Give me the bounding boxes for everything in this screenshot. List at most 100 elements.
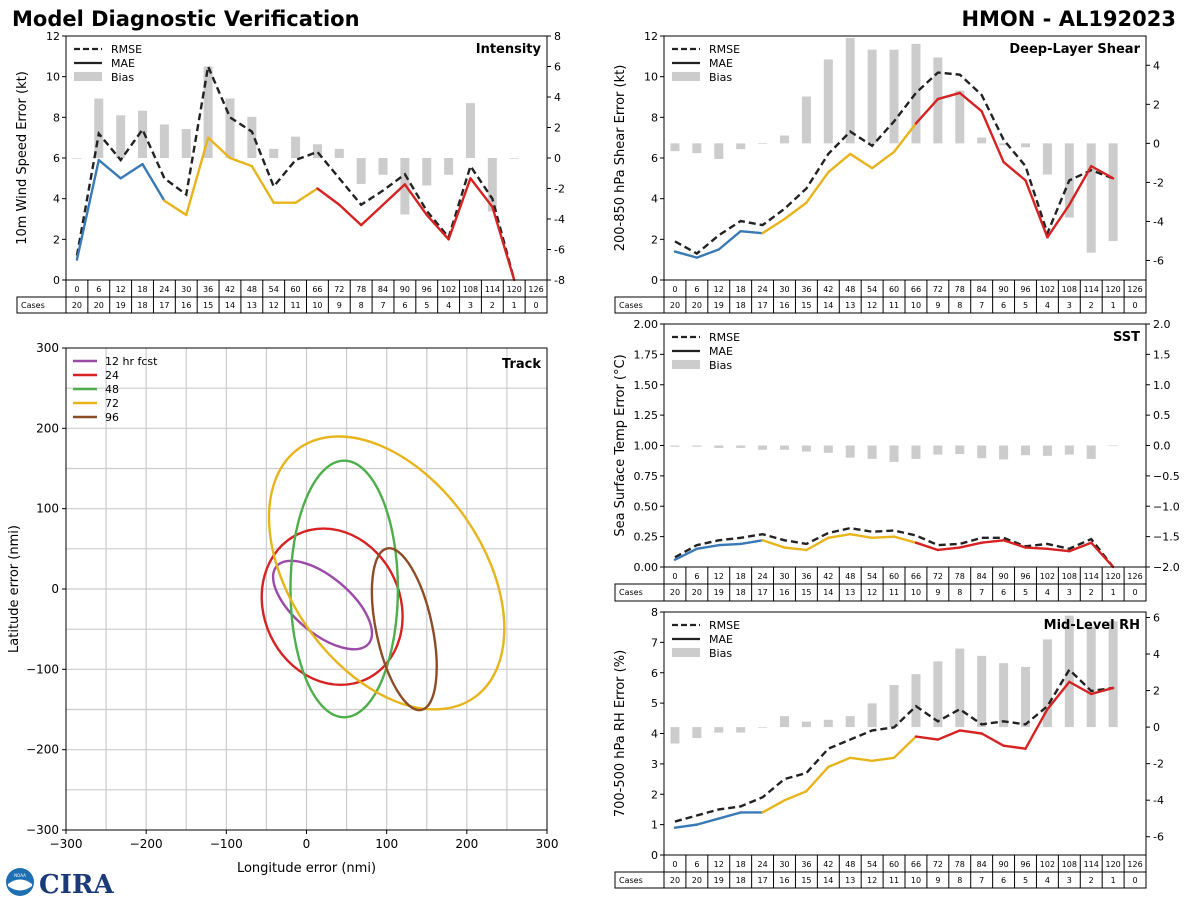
mae-segment (783, 201, 808, 221)
y-tick-label: 3 (651, 758, 658, 771)
bias-bar (1086, 626, 1096, 728)
cira-logo: CIRA (39, 870, 114, 898)
bias-bar (181, 129, 191, 158)
mae-segment (316, 187, 341, 206)
bias-bar (356, 158, 366, 184)
bias-bar (670, 143, 680, 152)
cases-row-label: Cases (619, 876, 643, 885)
y-tick-label: 0.50 (634, 500, 659, 513)
case-count: 18 (736, 588, 746, 597)
bias-bar (1042, 639, 1052, 728)
bias-bar (714, 727, 724, 733)
mae-segment (695, 543, 720, 550)
mae-segment (119, 162, 144, 180)
case-count: 20 (670, 301, 680, 310)
y2-tick-label: -6 (1153, 831, 1164, 844)
y-tick-label: 8 (651, 606, 658, 619)
track-x-tick-label: 300 (536, 837, 559, 851)
case-count: 19 (714, 876, 724, 885)
forecast-hour: 72 (334, 285, 344, 294)
mae-segment (717, 542, 742, 547)
forecast-hour: 30 (779, 285, 789, 294)
forecast-hour: 114 (1084, 285, 1099, 294)
forecast-hour: 96 (1020, 860, 1030, 869)
cases-row (614, 296, 1147, 314)
bias-bar (422, 158, 432, 186)
forecast-hour: 24 (159, 285, 169, 294)
case-count: 0 (1132, 588, 1137, 597)
bias-bar (1086, 143, 1096, 253)
y2-tick-label: -6 (1153, 254, 1164, 267)
case-count: 5 (1023, 876, 1028, 885)
mae-segment (447, 177, 472, 241)
y-axis-label: 200-850 hPa Shear Error (kt) (613, 65, 628, 252)
y2-tick-label: -6 (554, 244, 565, 257)
mae-segment (1024, 179, 1049, 239)
y2-tick-label: 0.5 (1153, 409, 1171, 422)
case-count: 17 (757, 588, 767, 597)
bias-bar (291, 136, 301, 158)
bias-bar (845, 716, 855, 728)
y-axis-label: Sea Surface Temp Error (°C) (613, 354, 628, 536)
mae-segment (761, 799, 786, 814)
mae-segment (914, 541, 940, 552)
case-count: 0 (1132, 876, 1137, 885)
bias-bar (736, 445, 746, 448)
mae-segment (1046, 203, 1071, 239)
forecast-hour: 6 (96, 285, 101, 294)
case-count: 4 (1045, 876, 1050, 885)
case-count: 12 (867, 588, 877, 597)
bias-bar (845, 445, 855, 458)
y-tick-label: 4 (651, 728, 658, 741)
mae-segment (97, 158, 122, 180)
y-tick-label: 0.25 (634, 531, 659, 544)
case-count: 11 (889, 301, 899, 310)
forecast-hour: 24 (757, 572, 767, 581)
y-tick-label: 1.50 (634, 379, 659, 392)
logo-area: NOAA CIRA (6, 868, 114, 898)
y2-tick-label: 1.0 (1153, 379, 1171, 392)
forecast-hour: 0 (74, 285, 79, 294)
mae-segment (1046, 680, 1071, 711)
forecast-hour: 84 (977, 285, 987, 294)
bias-bar (247, 116, 257, 158)
case-count: 19 (714, 588, 724, 597)
track-x-axis-label: Longitude error (nmi) (237, 861, 376, 876)
legend-bias-label: Bias (709, 71, 732, 84)
case-count: 1 (512, 301, 517, 310)
case-count: 15 (801, 301, 811, 310)
forecast-hour: 90 (998, 285, 1008, 294)
case-count: 17 (159, 301, 169, 310)
track-y-tick-label: 100 (36, 502, 59, 516)
case-count: 10 (911, 301, 921, 310)
track-y-tick-label: −300 (26, 823, 59, 837)
bias-bar (203, 66, 213, 158)
bias-bar (1021, 143, 1030, 148)
rmse-line (674, 71, 1114, 256)
y2-tick-label: 2 (1153, 98, 1160, 111)
cases-row (16, 296, 548, 314)
case-count: 6 (402, 301, 407, 310)
y-tick-label: 6 (53, 152, 60, 165)
mae-segment (673, 250, 699, 259)
forecast-hour: 6 (694, 572, 699, 581)
forecast-hour: 0 (672, 860, 677, 869)
bias-bar (465, 103, 475, 158)
bias-bar (116, 115, 126, 158)
track-y-tick-label: −200 (26, 743, 59, 757)
mae-segment (185, 136, 210, 217)
case-count: 7 (380, 301, 385, 310)
track-y-axis-label: Latitude error (nmi) (7, 525, 22, 653)
storm-label: HMON - AL192023 (961, 7, 1176, 31)
case-count: 18 (736, 876, 746, 885)
mae-segment (1002, 744, 1027, 750)
forecast-hour: 36 (801, 285, 811, 294)
y2-tick-label: 4 (1153, 59, 1160, 72)
case-count: 11 (889, 588, 899, 597)
cases-row-label: Cases (619, 301, 643, 310)
forecast-hour: 102 (441, 285, 456, 294)
rmse-line (75, 62, 516, 281)
case-count: 11 (290, 301, 300, 310)
